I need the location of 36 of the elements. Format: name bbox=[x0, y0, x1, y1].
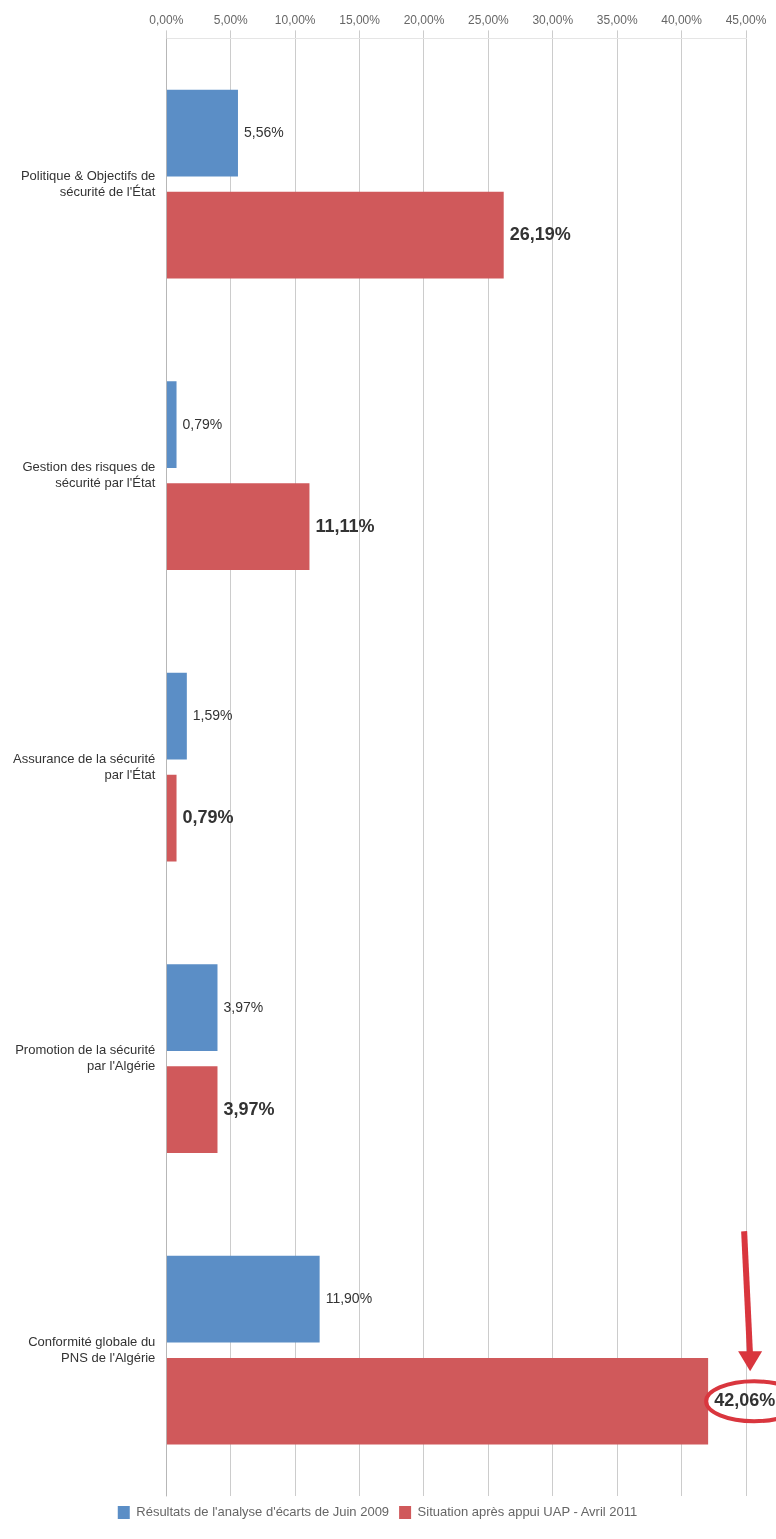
y-tick-label: Politique & Objectifs de sécurité de l'État bbox=[20, 167, 156, 199]
data-label: 5,56% bbox=[243, 124, 284, 140]
data-label: 11,11% bbox=[315, 515, 375, 536]
y-tick-label: Gestion des risques de sécurité par l'État bbox=[22, 459, 156, 491]
x-tick-label: 30,00% bbox=[532, 12, 574, 27]
bar bbox=[166, 89, 238, 177]
x-tick-label: 35,00% bbox=[596, 12, 638, 27]
bar bbox=[166, 774, 177, 862]
data-label: 1,59% bbox=[192, 707, 233, 724]
data-label: 0,79% bbox=[182, 415, 223, 432]
legend-label: Situation après appui UAP - Avril 2011 bbox=[417, 1504, 638, 1520]
legend-label: Résultats de l'analyse d'écarts de Juin 2009 bbox=[136, 1504, 390, 1520]
y-tick-label: Conformité globale du PNS de l'Algérie bbox=[28, 1334, 156, 1365]
bar bbox=[166, 672, 187, 760]
bar bbox=[166, 1066, 218, 1154]
y-tick-label: Promotion de la sécurité par l'Algérie bbox=[15, 1042, 156, 1074]
bar bbox=[166, 1255, 320, 1343]
data-label: 26,19% bbox=[509, 224, 571, 245]
x-tick-label: 45,00% bbox=[725, 12, 767, 27]
y-tick-label: Assurance de la sécurité par l'État bbox=[12, 750, 156, 782]
x-tick-label: 10,00% bbox=[274, 12, 316, 27]
x-tick-label: 40,00% bbox=[661, 12, 703, 27]
data-label: 3,97% bbox=[223, 1098, 275, 1119]
data-label: 0,79% bbox=[182, 807, 234, 828]
data-label: 11,90% bbox=[325, 1290, 373, 1307]
bar bbox=[166, 191, 504, 279]
x-tick-label: 15,00% bbox=[339, 12, 381, 27]
bar bbox=[166, 964, 218, 1052]
bar bbox=[166, 483, 310, 571]
data-label: 42,06% bbox=[714, 1390, 776, 1411]
x-tick-label: 5,00% bbox=[213, 12, 249, 27]
x-tick-label: 0,00% bbox=[149, 12, 184, 27]
x-tick-label: 20,00% bbox=[403, 12, 445, 27]
bar bbox=[166, 381, 177, 469]
data-label: 3,97% bbox=[223, 998, 264, 1015]
x-tick-label: 25,00% bbox=[468, 12, 510, 27]
